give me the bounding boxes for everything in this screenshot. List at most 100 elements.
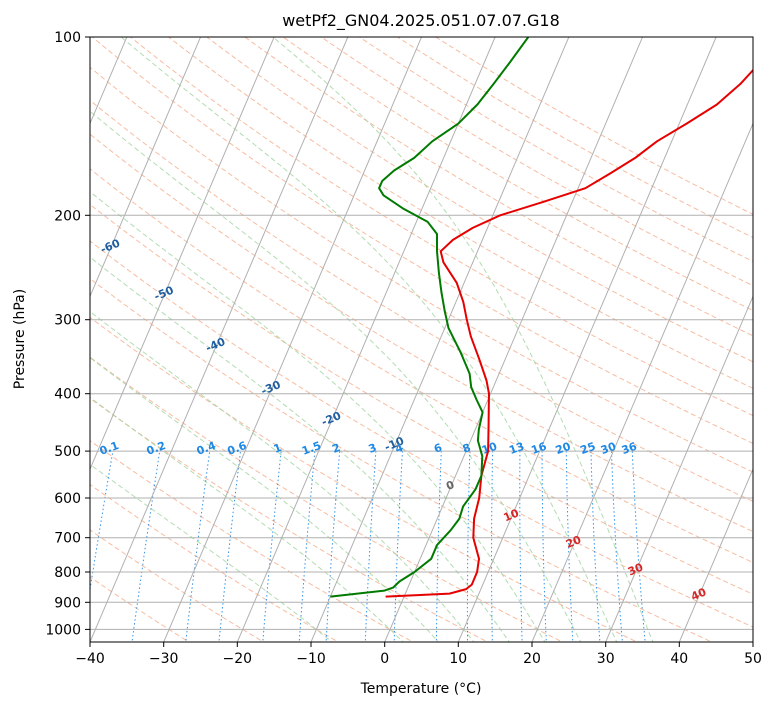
isotherm-line [531, 122, 753, 642]
isotherm-label: 40 [689, 585, 708, 603]
mixing-ratio-label: 10 [480, 440, 499, 458]
mixing-ratio-label: 8 [461, 441, 473, 456]
isotherm-line [384, 37, 644, 642]
mixing-ratio-line [611, 451, 623, 642]
mixing-ratio-line [218, 451, 241, 642]
mixing-ratio-label: 0.6 [226, 439, 249, 458]
mixing-ratio-labels: 0.1 0.2 0.4 0.6 1 1.5 2 3 4 6 8 10 13 16 20 25 30 36 [98, 439, 639, 458]
mixing-ratio-line [364, 451, 377, 642]
mixing-ratio-line [490, 451, 494, 642]
dry-adiabat [90, 66, 753, 473]
mixing-ratio-label: 0.1 [98, 439, 121, 458]
y-tick-label: 1000 [45, 622, 81, 638]
mixing-ratio-label: 0.4 [195, 439, 218, 458]
mixing-ratio-label: 36 [620, 440, 639, 458]
dry-adiabat [282, 37, 753, 312]
x-tick-label: −20 [223, 651, 253, 667]
x-tick-label: −10 [296, 651, 326, 667]
isotherm-line [457, 37, 717, 642]
y-tick-label: 200 [54, 208, 81, 224]
dry-adiabat [129, 37, 753, 417]
x-tick-label: 30 [597, 651, 615, 667]
mixing-ratio-line [466, 451, 471, 642]
isotherm-line [90, 37, 202, 298]
mixing-ratio-line [262, 451, 282, 642]
y-axis: 1000 900 800 700 600 500 400 300 200 100 [45, 30, 90, 638]
isotherm-label: 20 [564, 533, 583, 551]
mixing-ratio-line [590, 451, 601, 642]
mixing-ratio-line [393, 451, 403, 642]
dry-adiabat [90, 99, 753, 502]
moist-adiabat [120, 37, 618, 642]
mixing-ratio-line [325, 451, 341, 642]
x-axis: −40 −30 −20 −10 0 10 20 30 40 50 [75, 642, 762, 667]
y-tick-label: 700 [54, 531, 81, 547]
mixing-ratio-line [519, 451, 523, 642]
y-tick-label: 100 [54, 30, 81, 46]
isotherm-line [90, 37, 275, 471]
mixing-ratio-line [565, 451, 574, 642]
x-tick-label: 40 [670, 651, 688, 667]
dry-adiabat [90, 203, 753, 595]
mixing-ratio-line [185, 451, 211, 642]
isotherm-line [605, 295, 753, 642]
dry-adiabat [91, 37, 753, 445]
profiles [330, 37, 753, 598]
mixing-ratio-label: 16 [529, 440, 548, 458]
mixing-ratio-label: 25 [578, 440, 597, 457]
x-tick-label: 0 [380, 651, 389, 667]
mixing-ratio-label: 30 [599, 440, 618, 458]
plot-area: -100-90-80-70-60-50-40-30-20-10010203040… [90, 37, 753, 642]
y-tick-label: 900 [54, 595, 81, 611]
y-axis-label: Pressure (hPa) [12, 289, 28, 389]
mixing-ratio-label: 13 [507, 440, 526, 457]
dry-adiabat [244, 37, 753, 337]
isotherm-label: 30 [626, 560, 645, 578]
x-axis-label: Temperature (°C) [360, 681, 482, 697]
dewpoint-profile [330, 37, 530, 598]
mixing-ratio-line [631, 451, 646, 642]
dry-adiabat [434, 37, 753, 215]
isotherm-line [90, 37, 128, 125]
mixing-ratio-label: 4 [393, 441, 405, 456]
x-tick-label: 50 [744, 651, 762, 667]
y-tick-label: 300 [54, 313, 81, 329]
temperature-profile [385, 68, 753, 598]
mixing-ratio-line [435, 451, 442, 642]
isobar-grid [90, 37, 753, 630]
x-tick-label: −30 [149, 651, 179, 667]
dry-adiabat [90, 240, 753, 628]
mixing-ratio-lines [90, 451, 646, 642]
x-tick-label: 10 [449, 651, 467, 667]
x-tick-label: 20 [523, 651, 541, 667]
dry-adiabat [90, 397, 489, 642]
mixing-ratio-label: 6 [432, 441, 444, 456]
y-tick-label: 500 [54, 444, 81, 460]
chart-title: wetPf2_GN04.2025.051.07.07.G18 [282, 11, 560, 31]
isotherm-line [678, 467, 753, 642]
y-tick-label: 800 [54, 565, 81, 581]
dry-adiabat [90, 278, 713, 642]
isotherm-grid [90, 37, 753, 642]
mixing-ratio-label: 20 [554, 440, 573, 458]
mixing-ratio-line [298, 451, 316, 642]
moist-adiabat [90, 310, 475, 642]
dry-adiabat [90, 168, 753, 564]
isotherm-line [163, 37, 423, 642]
isotherm-line [236, 37, 496, 642]
dry-adiabat [167, 37, 753, 389]
isotherm-line [90, 37, 349, 642]
plot-frame [89, 36, 754, 643]
moist-adiabat [90, 110, 582, 642]
x-tick-label: −40 [75, 651, 105, 667]
isotherm-line [310, 37, 570, 642]
isotherm-label: 10 [502, 506, 521, 524]
mixing-ratio-label: 1.5 [300, 439, 323, 458]
moist-adiabat [272, 37, 654, 642]
y-tick-label: 600 [54, 491, 81, 507]
mixing-ratio-label: 3 [367, 441, 379, 456]
mixing-ratio-label: 0.2 [145, 439, 168, 458]
dry-adiabat [90, 356, 564, 642]
